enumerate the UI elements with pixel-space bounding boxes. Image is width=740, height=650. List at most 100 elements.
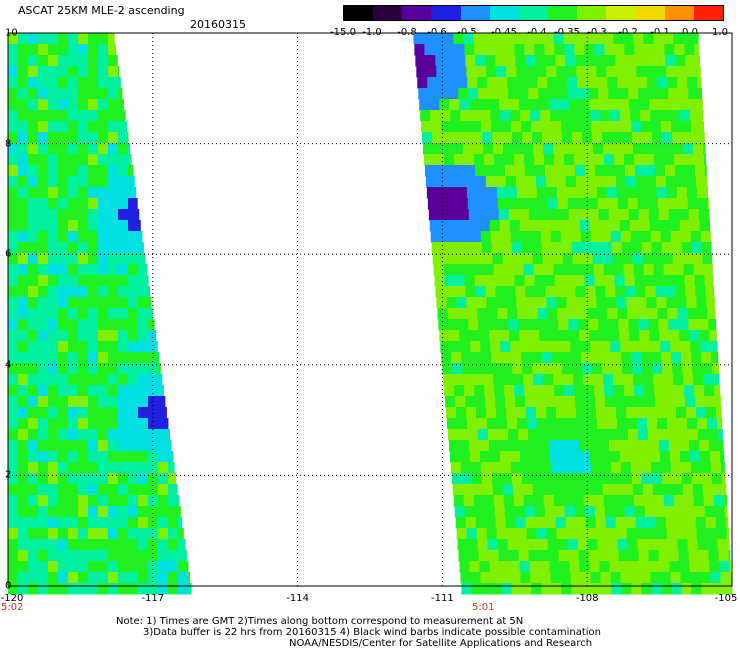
wind-cell (98, 209, 109, 221)
wind-cell (427, 198, 439, 210)
wind-cell (600, 572, 611, 584)
wind-cell (18, 429, 29, 441)
wind-cell (420, 110, 431, 122)
wind-cell (48, 77, 59, 89)
wind-cell (38, 517, 49, 529)
wind-cell (701, 473, 713, 485)
wind-cell (118, 66, 120, 78)
wind-cell (473, 143, 484, 155)
wind-cell (685, 517, 697, 529)
wind-cell (583, 374, 594, 386)
wind-cell (519, 220, 531, 232)
wind-cell (28, 572, 39, 584)
wind-cell (58, 143, 69, 155)
wind-cell (608, 88, 619, 100)
wind-cell (485, 176, 497, 188)
wind-cell (28, 154, 39, 166)
wind-cell (567, 77, 578, 89)
wind-cell (108, 66, 119, 78)
wind-cell (8, 187, 19, 199)
wind-cell (28, 440, 39, 452)
wind-cell (68, 330, 79, 342)
wind-cell (118, 264, 129, 276)
wind-cell (158, 539, 169, 551)
wind-cell (429, 99, 440, 111)
wind-cell (138, 385, 149, 397)
gmt-time-right: 5:01 (472, 602, 495, 613)
wind-cell (118, 374, 129, 386)
wind-cell (662, 363, 673, 375)
wind-cell (610, 462, 622, 474)
wind-cell (481, 352, 492, 364)
wind-cell (48, 220, 59, 232)
wind-cell (28, 473, 39, 485)
wind-cell (511, 242, 523, 254)
wind-cell (687, 418, 698, 430)
wind-cell (663, 264, 675, 276)
wind-cell (58, 286, 69, 298)
wind-cell (48, 539, 59, 551)
wind-cell (8, 396, 19, 408)
wind-cell (118, 363, 129, 375)
wind-cell (598, 319, 609, 331)
wind-cell (548, 209, 560, 221)
wind-cell (639, 330, 650, 342)
wind-cell (18, 231, 29, 243)
wind-cell (526, 297, 537, 309)
wind-cell (28, 297, 39, 309)
wind-cell (548, 319, 559, 331)
wind-cell (526, 187, 538, 199)
wind-cell (68, 539, 79, 551)
wind-cell (566, 297, 577, 309)
wind-cell (623, 33, 634, 45)
wind-cell (643, 264, 655, 276)
wind-cell (650, 462, 662, 474)
wind-cell (118, 385, 129, 397)
wind-cell (543, 33, 554, 45)
wind-cell (78, 143, 89, 155)
wind-cell (658, 209, 670, 221)
wind-cell (680, 231, 692, 243)
wind-cell (118, 286, 129, 298)
wind-cell (505, 517, 517, 529)
wind-cell (78, 187, 89, 199)
wind-cell (48, 440, 59, 452)
wind-cell (683, 264, 695, 276)
wind-cell (118, 495, 129, 507)
wind-cell (598, 88, 609, 100)
wind-cell (18, 363, 29, 375)
wind-cell (648, 440, 660, 452)
product-date: 20160315 (190, 18, 246, 31)
wind-cell (694, 44, 700, 56)
wind-cell (591, 352, 602, 364)
wind-cell (632, 484, 644, 496)
wind-cell (68, 583, 79, 595)
wind-cell (58, 44, 69, 56)
wind-cell (8, 473, 19, 485)
wind-cell (38, 308, 49, 320)
wind-cell (88, 143, 99, 155)
wind-cell (470, 462, 482, 474)
wind-cell (525, 176, 537, 188)
wind-cell (471, 242, 483, 254)
wind-cell (569, 451, 581, 463)
colorbar-segment (402, 6, 432, 20)
wind-cell (138, 363, 149, 375)
wind-cell (500, 341, 511, 353)
wind-cell (464, 385, 475, 397)
wind-cell (503, 264, 515, 276)
wind-cell (695, 55, 701, 67)
wind-cell (510, 341, 521, 353)
wind-cell (502, 253, 514, 265)
wind-cell (58, 220, 69, 232)
wind-cell (663, 495, 675, 507)
wind-cell (78, 44, 89, 56)
wind-cell (98, 264, 109, 276)
wind-cell (463, 495, 475, 507)
wind-cell (471, 352, 482, 364)
wind-cell (188, 583, 192, 595)
wind-cell (28, 352, 39, 364)
wind-cell (543, 143, 554, 155)
wind-cell (478, 429, 489, 441)
wind-cell (576, 187, 588, 199)
